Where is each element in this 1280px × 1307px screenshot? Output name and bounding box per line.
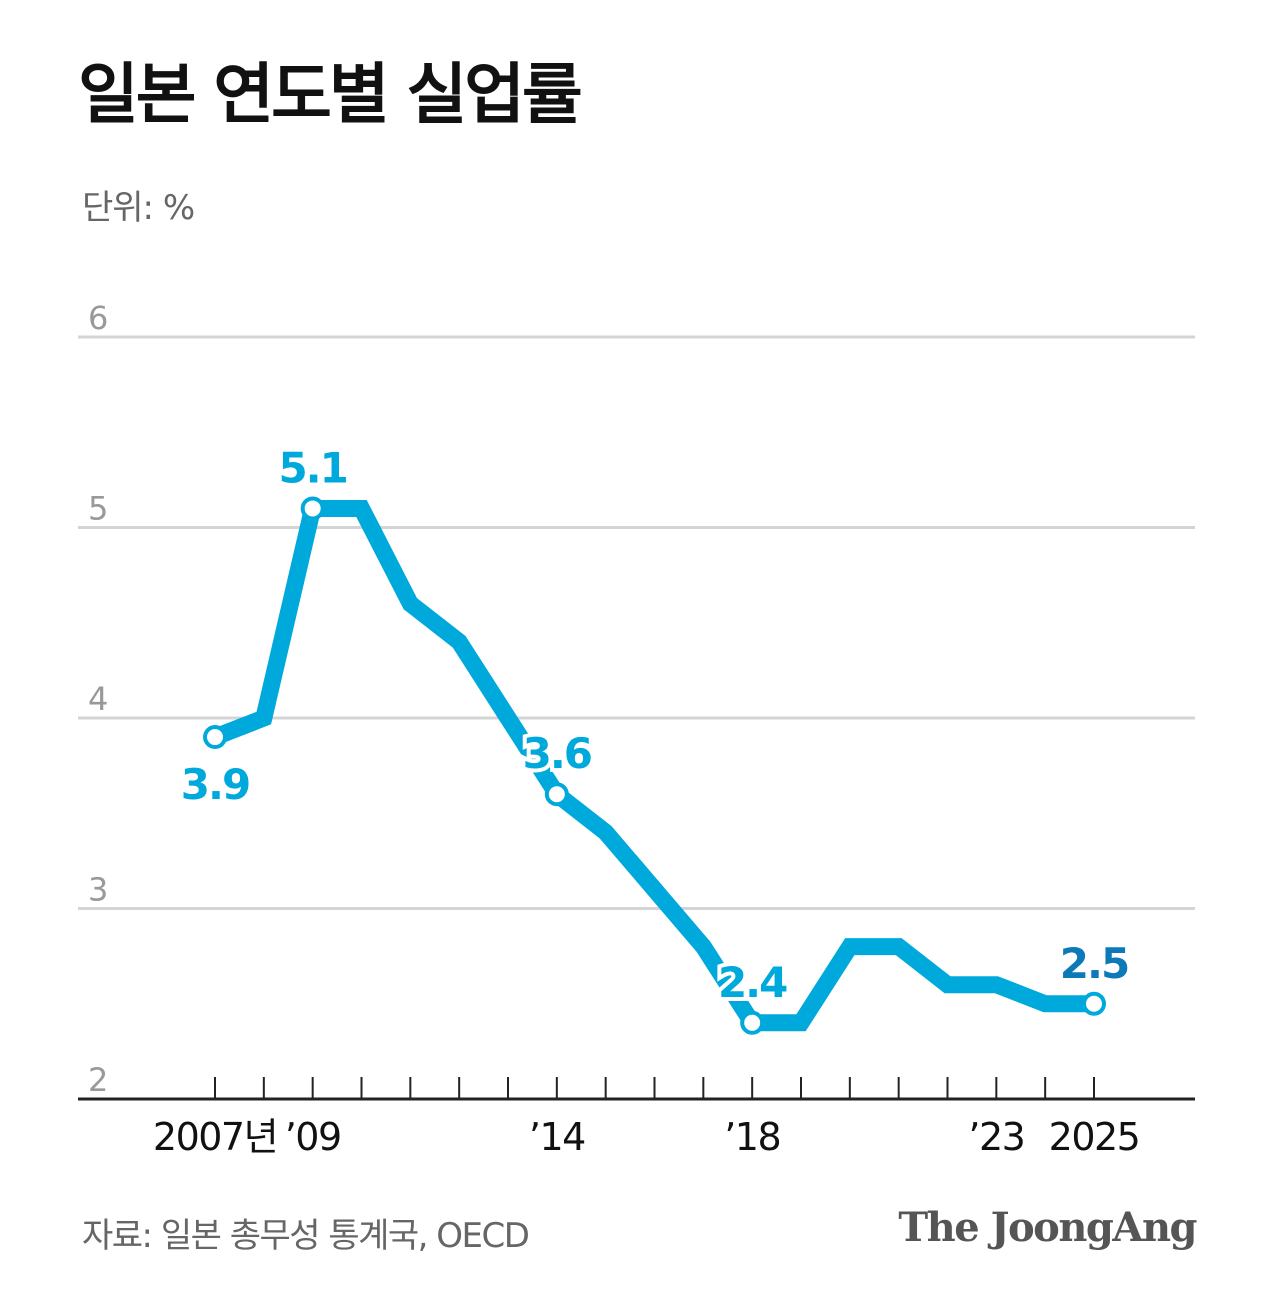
unit-label: 단위: % xyxy=(82,188,195,228)
chart-title: 일본 연도별 실업률 xyxy=(78,56,583,133)
series-line xyxy=(211,499,1094,1032)
data-point-marker xyxy=(300,496,325,521)
x-tick-label: ’23 xyxy=(968,1115,1024,1159)
x-tick-label: 2007년 xyxy=(153,1115,277,1159)
x-tick-label: ’09 xyxy=(285,1115,341,1159)
data-label: 2.5 xyxy=(1060,939,1128,988)
data-point-marker xyxy=(740,1010,765,1035)
y-tick-label: 5 xyxy=(88,490,108,528)
source-note: 자료: 일본 총무성 통계국, OECD xyxy=(82,1216,530,1256)
data-point-marker xyxy=(203,725,227,750)
x-tick-label: ’18 xyxy=(724,1115,780,1159)
y-tick-label: 3 xyxy=(88,871,108,909)
data-point-marker xyxy=(1082,991,1106,1016)
data-label: 3.9 xyxy=(181,760,249,809)
x-tick-label: 2025 xyxy=(1049,1115,1140,1159)
data-label: 2.4 xyxy=(718,958,787,1007)
data-label: 5.1 xyxy=(278,443,346,492)
y-tick-label: 4 xyxy=(88,680,108,718)
y-tick-label: 2 xyxy=(88,1061,108,1099)
data-point-marker xyxy=(544,782,569,807)
data-label: 3.6 xyxy=(523,729,591,778)
brand-logo: The JoongAng xyxy=(898,1204,1197,1251)
x-tick-label: ’14 xyxy=(529,1115,585,1159)
y-tick-label: 6 xyxy=(88,299,108,337)
